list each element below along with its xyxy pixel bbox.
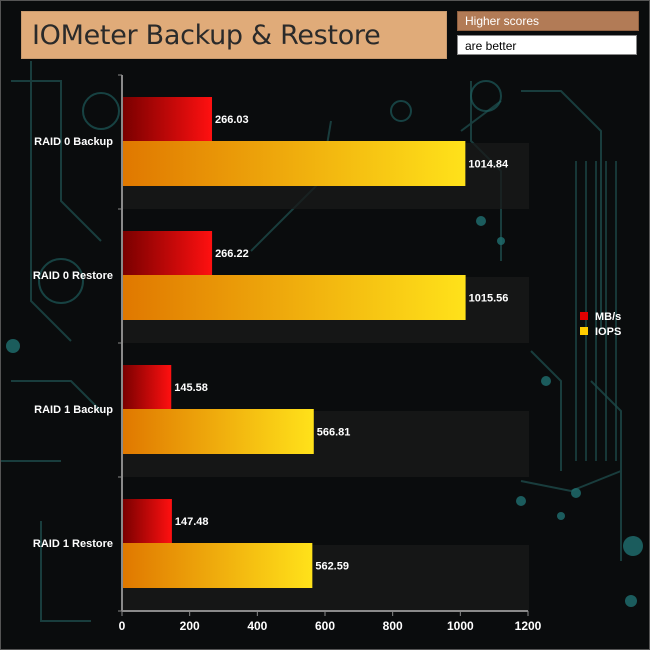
note-line-1: Higher scores xyxy=(465,14,540,28)
legend-label: MB/s xyxy=(595,311,621,323)
data-label: 1014.84 xyxy=(468,159,509,171)
bar-iops xyxy=(123,409,314,454)
bar-iops xyxy=(123,275,466,320)
title-panel: IOMeter Backup & Restore xyxy=(21,11,447,59)
x-tick-label: 800 xyxy=(383,619,403,633)
legend-label: IOPS xyxy=(595,326,621,338)
x-tick-label: 200 xyxy=(180,619,200,633)
data-label: 266.03 xyxy=(215,114,249,126)
chart-title: IOMeter Backup & Restore xyxy=(32,20,381,51)
x-tick-label: 600 xyxy=(315,619,335,633)
data-label: 266.22 xyxy=(215,248,249,260)
data-label: 566.81 xyxy=(317,427,351,439)
note-higher-scores: Higher scores xyxy=(457,11,639,31)
note-are-better: are better xyxy=(457,35,637,55)
bar-iops xyxy=(123,543,313,588)
x-tick-label: 0 xyxy=(119,619,126,633)
data-label: 562.59 xyxy=(315,561,349,573)
bar-mbs xyxy=(123,365,172,409)
data-label: 145.58 xyxy=(174,382,208,394)
bar-mbs xyxy=(123,97,213,141)
x-tick-label: 1000 xyxy=(447,619,474,633)
data-label: 1015.56 xyxy=(469,293,509,305)
category-label: RAID 0 Restore xyxy=(33,270,113,282)
category-label: RAID 0 Backup xyxy=(34,136,113,148)
bar-mbs xyxy=(123,231,213,275)
bar-iops xyxy=(123,141,466,186)
legend-swatch-mbs xyxy=(580,312,588,320)
note-line-2: are better xyxy=(465,39,517,53)
category-label: RAID 1 Backup xyxy=(34,404,113,416)
data-label: 147.48 xyxy=(175,516,209,528)
x-tick-label: 400 xyxy=(247,619,267,633)
bar-mbs xyxy=(123,499,172,543)
category-label: RAID 1 Restore xyxy=(33,538,113,550)
x-tick-label: 1200 xyxy=(515,619,542,633)
legend-swatch-iops xyxy=(580,327,588,335)
